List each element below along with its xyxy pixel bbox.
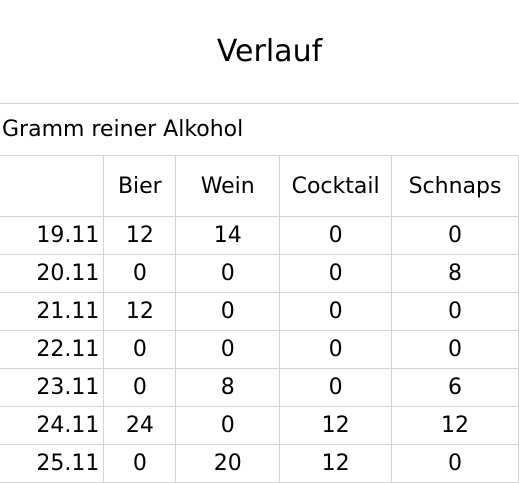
wein-cell[interactable]: 0 — [175, 292, 281, 331]
schnaps-cell[interactable]: 0 — [391, 216, 519, 255]
table-row: 23.11 0 8 0 6 — [0, 368, 519, 407]
cocktail-cell[interactable]: 12 — [279, 444, 393, 483]
sheet-title[interactable]: Verlauf — [0, 0, 519, 104]
header-cell-cocktail[interactable]: Cocktail — [279, 155, 393, 217]
date-cell[interactable]: 24.11 — [0, 406, 105, 445]
header-cell-wein[interactable]: Wein — [175, 155, 281, 217]
cocktail-cell[interactable]: 0 — [279, 216, 393, 255]
bier-cell[interactable]: 0 — [103, 368, 177, 407]
date-cell[interactable]: 25.11 — [0, 444, 105, 483]
cocktail-cell[interactable]: 0 — [279, 254, 393, 293]
header-cell-schnaps[interactable]: Schnaps — [391, 155, 519, 217]
schnaps-cell[interactable]: 0 — [391, 330, 519, 369]
wein-cell[interactable]: 20 — [175, 444, 281, 483]
wein-cell[interactable]: 14 — [175, 216, 281, 255]
header-row: Bier Wein Cocktail Schnaps — [0, 155, 519, 217]
header-cell-bier[interactable]: Bier — [103, 155, 177, 217]
bier-cell[interactable]: 12 — [103, 292, 177, 331]
bier-cell[interactable]: 0 — [103, 330, 177, 369]
cocktail-cell[interactable]: 0 — [279, 368, 393, 407]
cocktail-cell[interactable]: 0 — [279, 330, 393, 369]
header-cell-empty[interactable] — [0, 155, 105, 217]
date-cell[interactable]: 23.11 — [0, 368, 105, 407]
bier-cell[interactable]: 12 — [103, 216, 177, 255]
schnaps-cell[interactable]: 8 — [391, 254, 519, 293]
schnaps-cell[interactable]: 0 — [391, 444, 519, 483]
cocktail-cell[interactable]: 12 — [279, 406, 393, 445]
wein-cell[interactable]: 8 — [175, 368, 281, 407]
date-cell[interactable]: 19.11 — [0, 216, 105, 255]
wein-cell[interactable]: 0 — [175, 254, 281, 293]
schnaps-cell[interactable]: 12 — [391, 406, 519, 445]
date-cell[interactable]: 21.11 — [0, 292, 105, 331]
wein-cell[interactable]: 0 — [175, 406, 281, 445]
bier-cell[interactable]: 0 — [103, 254, 177, 293]
table-row: 19.11 12 14 0 0 — [0, 216, 519, 255]
date-cell[interactable]: 20.11 — [0, 254, 105, 293]
schnaps-cell[interactable]: 0 — [391, 292, 519, 331]
cocktail-cell[interactable]: 0 — [279, 292, 393, 331]
table-row: 20.11 0 0 0 8 — [0, 254, 519, 293]
table-row: 25.11 0 20 12 0 — [0, 444, 519, 483]
bier-cell[interactable]: 0 — [103, 444, 177, 483]
sheet-subtitle[interactable]: Gramm reiner Alkohol — [2, 117, 244, 142]
bier-cell[interactable]: 24 — [103, 406, 177, 445]
wein-cell[interactable]: 0 — [175, 330, 281, 369]
table-row: 24.11 24 0 12 12 — [0, 406, 519, 445]
table-row: 21.11 12 0 0 0 — [0, 292, 519, 331]
schnaps-cell[interactable]: 6 — [391, 368, 519, 407]
data-table: Bier Wein Cocktail Schnaps 19.11 12 14 0… — [0, 155, 519, 483]
date-cell[interactable]: 22.11 — [0, 330, 105, 369]
table-row: 22.11 0 0 0 0 — [0, 330, 519, 369]
